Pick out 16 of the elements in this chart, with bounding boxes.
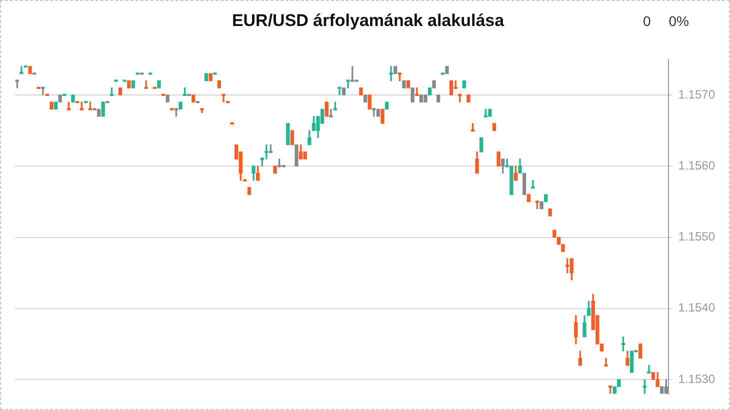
candlestick	[604, 358, 608, 366]
y-tick-label: 1.1530	[678, 372, 716, 386]
candlestick	[41, 86, 45, 96]
candlestick	[222, 94, 226, 102]
y-tick-label: 1.1570	[678, 87, 716, 102]
y-tick-label: 1.1540	[678, 300, 716, 315]
candlestick	[647, 365, 651, 374]
text: 0	[642, 13, 651, 29]
y-tick-label: 1.1560	[678, 158, 716, 172]
candlestick	[264, 144, 268, 160]
y-tick-label: 1.1550	[678, 230, 716, 244]
candlestick	[20, 66, 24, 74]
candlestick	[338, 86, 342, 96]
text: 0%	[668, 13, 689, 29]
chart-title: EUR/USD árfolyamának alakulása	[232, 10, 505, 30]
candlestick	[389, 66, 393, 82]
